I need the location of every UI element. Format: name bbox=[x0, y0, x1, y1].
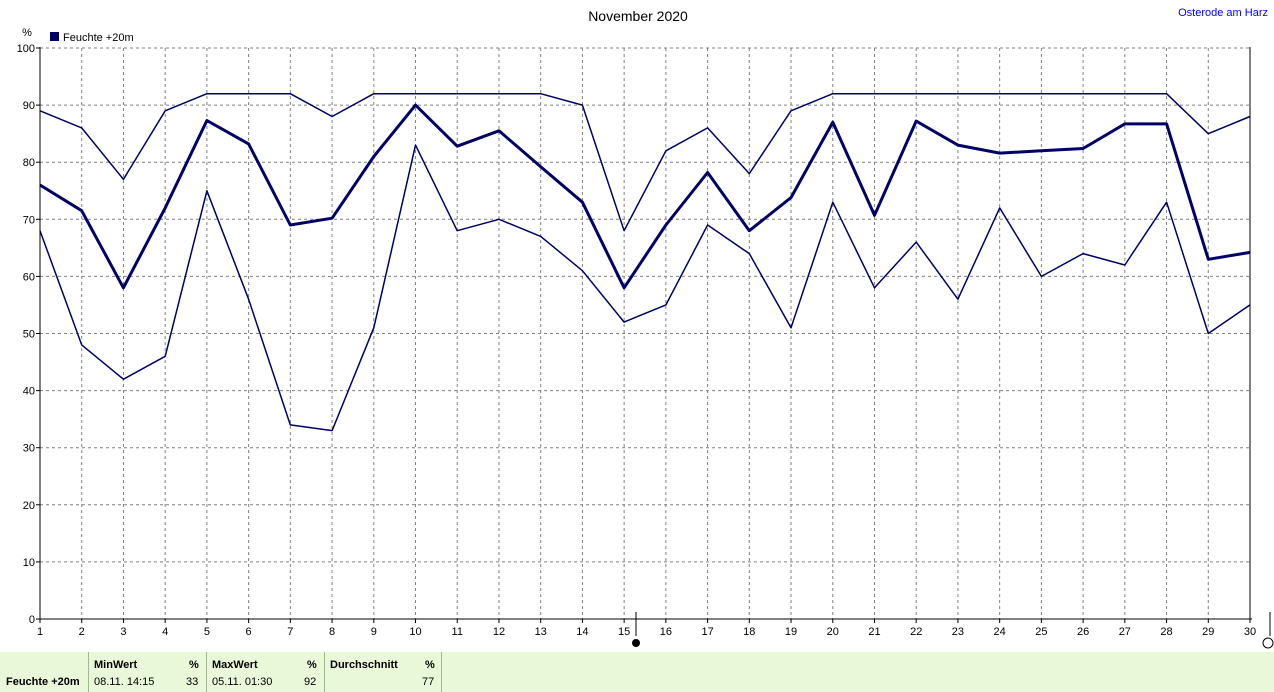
y-tick-label: 40 bbox=[23, 386, 35, 398]
x-tick-label: 27 bbox=[1119, 626, 1131, 638]
x-tick-label: 22 bbox=[910, 626, 922, 638]
max-value: 92 bbox=[304, 676, 317, 688]
x-tick-label: 15 bbox=[618, 626, 630, 638]
min-unit: % bbox=[189, 659, 199, 671]
x-tick-label: 28 bbox=[1160, 626, 1172, 638]
y-tick-label: 10 bbox=[23, 557, 35, 569]
x-tick-label: 29 bbox=[1202, 626, 1214, 638]
y-tick-label: 20 bbox=[23, 500, 35, 512]
legend-swatch bbox=[50, 32, 59, 41]
y-tick-label: 90 bbox=[23, 100, 35, 112]
x-tick-label: 7 bbox=[287, 626, 293, 638]
stats-row-label: Feuchte +20m bbox=[6, 676, 80, 688]
y-tick-label: 30 bbox=[23, 443, 35, 455]
avg-header: Durchschnitt bbox=[330, 659, 398, 671]
x-tick-label: 13 bbox=[535, 626, 547, 638]
x-tick-label: 5 bbox=[204, 626, 210, 638]
x-tick-label: 6 bbox=[246, 626, 252, 638]
min-header: MinWert bbox=[94, 659, 138, 671]
x-tick-label: 8 bbox=[329, 626, 335, 638]
x-tick-label: 10 bbox=[409, 626, 421, 638]
cursor-marker-knob[interactable] bbox=[632, 639, 640, 647]
x-tick-label: 26 bbox=[1077, 626, 1089, 638]
y-tick-label: 100 bbox=[17, 43, 35, 55]
y-axis-unit: % bbox=[22, 27, 32, 39]
x-tick-label: 20 bbox=[827, 626, 839, 638]
x-tick-label: 9 bbox=[371, 626, 377, 638]
end-marker-knob[interactable] bbox=[1262, 637, 1274, 649]
avg-unit: % bbox=[425, 659, 435, 671]
y-tick-label: 0 bbox=[29, 614, 35, 626]
y-tick-label: 70 bbox=[23, 214, 35, 226]
max-time: 05.11. 01:30 bbox=[212, 676, 273, 688]
x-tick-label: 2 bbox=[79, 626, 85, 638]
x-tick-label: 24 bbox=[994, 626, 1006, 638]
x-tick-label: 16 bbox=[660, 626, 672, 638]
x-tick-label: 11 bbox=[452, 626, 463, 638]
y-tick-label: 50 bbox=[23, 329, 35, 341]
min-value: 33 bbox=[186, 676, 199, 688]
legend-label: Feuchte +20m bbox=[63, 32, 134, 44]
series-min-line bbox=[39, 144, 1251, 432]
x-tick-label: 1 bbox=[37, 626, 43, 638]
chart-title: November 2020 bbox=[588, 8, 688, 24]
series-mean-line bbox=[39, 103, 1251, 290]
x-tick-label: 25 bbox=[1035, 626, 1047, 638]
x-tick-label: 3 bbox=[120, 626, 126, 638]
x-tick-label: 19 bbox=[785, 626, 797, 638]
min-time: 08.11. 14:15 bbox=[94, 676, 155, 688]
x-tick-label: 21 bbox=[868, 626, 880, 638]
x-tick-label: 30 bbox=[1244, 626, 1256, 638]
max-header: MaxWert bbox=[212, 659, 258, 671]
y-tick-label: 80 bbox=[23, 157, 35, 169]
location-link[interactable]: Osterode am Harz bbox=[1178, 7, 1268, 19]
statistics-bar: Feuchte +20m MinWert % 08.11. 14:15 33 M… bbox=[0, 652, 1274, 692]
humidity-chart: November 2020 Osterode am Harz % Feuchte… bbox=[17, 7, 1274, 649]
x-tick-label: 12 bbox=[493, 626, 505, 638]
avg-value: 77 bbox=[422, 676, 435, 688]
y-tick-label: 60 bbox=[23, 271, 35, 283]
max-unit: % bbox=[307, 659, 317, 671]
series-max-line bbox=[39, 92, 1251, 232]
x-tick-label: 14 bbox=[576, 626, 588, 638]
x-tick-label: 17 bbox=[701, 626, 713, 638]
x-tick-label: 4 bbox=[162, 626, 168, 638]
x-tick-label: 18 bbox=[743, 626, 755, 638]
x-tick-label: 23 bbox=[952, 626, 964, 638]
